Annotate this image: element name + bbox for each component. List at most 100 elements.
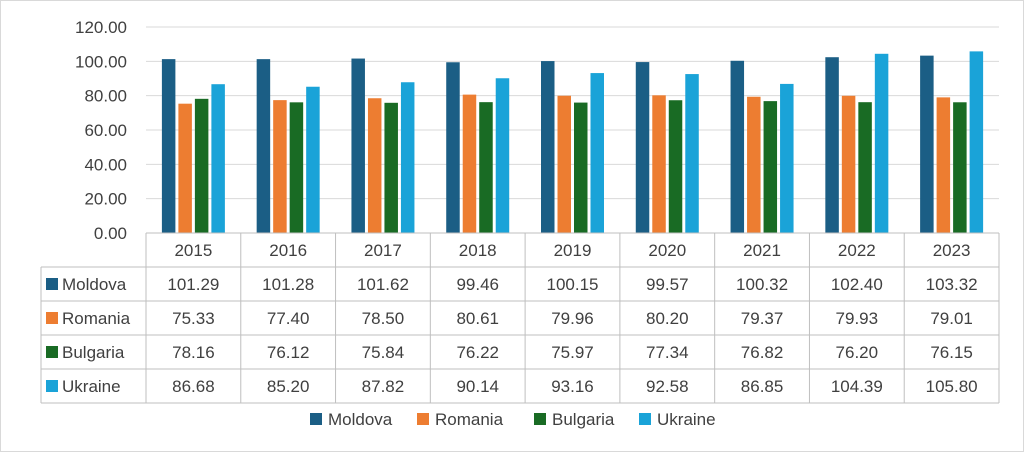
- bar-romania-2020: [652, 95, 666, 233]
- data-label: 76.12: [267, 343, 310, 362]
- x-tick-label: 2023: [933, 241, 971, 260]
- data-label: 75.33: [172, 309, 215, 328]
- x-tick-label: 2018: [459, 241, 497, 260]
- bar-ukraine-2016: [306, 86, 320, 234]
- bar-ukraine-2018: [495, 78, 510, 233]
- bar-moldova-2016: [256, 59, 271, 233]
- data-label: 76.20: [836, 343, 879, 362]
- x-tick-label: 2021: [743, 241, 781, 260]
- bar-ukraine-2023: [969, 51, 984, 234]
- bar-bulgaria-2016: [289, 102, 304, 233]
- bar-romania-2021: [747, 96, 761, 233]
- bar-ukraine-2019: [590, 73, 604, 233]
- legend-swatch-ukraine: [639, 413, 651, 425]
- data-label: 76.82: [741, 343, 784, 362]
- legend-label: Ukraine: [657, 410, 716, 429]
- legend-key-romania: [46, 312, 58, 324]
- y-tick-label: 20.00: [84, 190, 127, 209]
- data-label: 75.97: [551, 343, 594, 362]
- bar-bulgaria-2023: [953, 102, 967, 233]
- data-label: 86.85: [741, 377, 784, 396]
- y-tick-label: 100.00: [75, 52, 127, 71]
- data-label: 79.96: [551, 309, 594, 328]
- y-tick-label: 0.00: [94, 224, 127, 243]
- bar-romania-2018: [462, 94, 477, 233]
- bar-bulgaria-2020: [668, 100, 683, 233]
- data-label: 79.37: [741, 309, 784, 328]
- legend-key-ukraine: [46, 380, 58, 392]
- data-label: 80.61: [456, 309, 499, 328]
- series-label: Romania: [62, 309, 131, 328]
- y-tick-label: 60.00: [84, 121, 127, 140]
- data-label: 76.15: [930, 343, 973, 362]
- bar-bulgaria-2019: [574, 102, 588, 233]
- bar-romania-2019: [557, 95, 571, 233]
- data-label: 77.34: [646, 343, 689, 362]
- y-tick-label: 80.00: [84, 87, 127, 106]
- bar-romania-2015: [178, 103, 192, 233]
- bar-romania-2022: [841, 95, 856, 233]
- series-label: Ukraine: [62, 377, 121, 396]
- x-tick-label: 2015: [174, 241, 212, 260]
- data-label: 92.58: [646, 377, 689, 396]
- data-label: 78.50: [362, 309, 405, 328]
- bar-moldova-2017: [351, 58, 365, 233]
- data-label: 75.84: [362, 343, 405, 362]
- y-tick-label: 40.00: [84, 155, 127, 174]
- data-label: 76.22: [456, 343, 499, 362]
- legend-swatch-bulgaria: [534, 413, 546, 425]
- bar-moldova-2019: [541, 61, 555, 233]
- bar-moldova-2021: [730, 60, 745, 234]
- data-label: 93.16: [551, 377, 594, 396]
- legend-key-moldova: [46, 278, 58, 290]
- x-tick-label: 2022: [838, 241, 876, 260]
- x-tick-label: 2016: [269, 241, 307, 260]
- bar-bulgaria-2021: [763, 101, 778, 233]
- data-label: 101.62: [357, 275, 409, 294]
- bar-ukraine-2020: [685, 74, 699, 233]
- data-label: 105.80: [926, 377, 978, 396]
- data-label: 87.82: [362, 377, 405, 396]
- bar-bulgaria-2022: [858, 102, 872, 233]
- bar-moldova-2022: [825, 57, 839, 233]
- data-label: 90.14: [456, 377, 499, 396]
- legend-swatch-moldova: [310, 413, 322, 425]
- x-tick-label: 2017: [364, 241, 402, 260]
- data-label: 77.40: [267, 309, 310, 328]
- data-label: 102.40: [831, 275, 883, 294]
- legend-label: Moldova: [328, 410, 393, 429]
- bar-bulgaria-2015: [194, 98, 209, 233]
- data-label: 101.29: [167, 275, 219, 294]
- bar-romania-2017: [367, 98, 382, 233]
- bar-ukraine-2017: [400, 82, 415, 233]
- legend-label: Romania: [435, 410, 504, 429]
- legend-key-bulgaria: [46, 346, 58, 358]
- data-label: 79.93: [836, 309, 879, 328]
- legend-label: Bulgaria: [552, 410, 615, 429]
- data-label: 100.15: [547, 275, 599, 294]
- series-label: Moldova: [62, 275, 127, 294]
- bar-moldova-2015: [161, 59, 176, 233]
- data-label: 100.32: [736, 275, 788, 294]
- bar-romania-2016: [273, 100, 287, 233]
- data-label: 99.46: [456, 275, 499, 294]
- x-tick-label: 2019: [554, 241, 592, 260]
- bar-ukraine-2022: [874, 53, 889, 233]
- legend-swatch-romania: [417, 413, 429, 425]
- y-tick-label: 120.00: [75, 18, 127, 37]
- data-label: 85.20: [267, 377, 310, 396]
- data-label: 86.68: [172, 377, 215, 396]
- bar-moldova-2018: [446, 62, 460, 234]
- data-label: 78.16: [172, 343, 215, 362]
- bar-ukraine-2021: [780, 83, 794, 233]
- data-label: 80.20: [646, 309, 689, 328]
- bar-ukraine-2015: [211, 84, 225, 233]
- bar-romania-2023: [936, 97, 951, 233]
- data-label: 104.39: [831, 377, 883, 396]
- data-label: 99.57: [646, 275, 689, 294]
- x-tick-label: 2020: [648, 241, 686, 260]
- bar-moldova-2020: [635, 62, 650, 233]
- series-label: Bulgaria: [62, 343, 125, 362]
